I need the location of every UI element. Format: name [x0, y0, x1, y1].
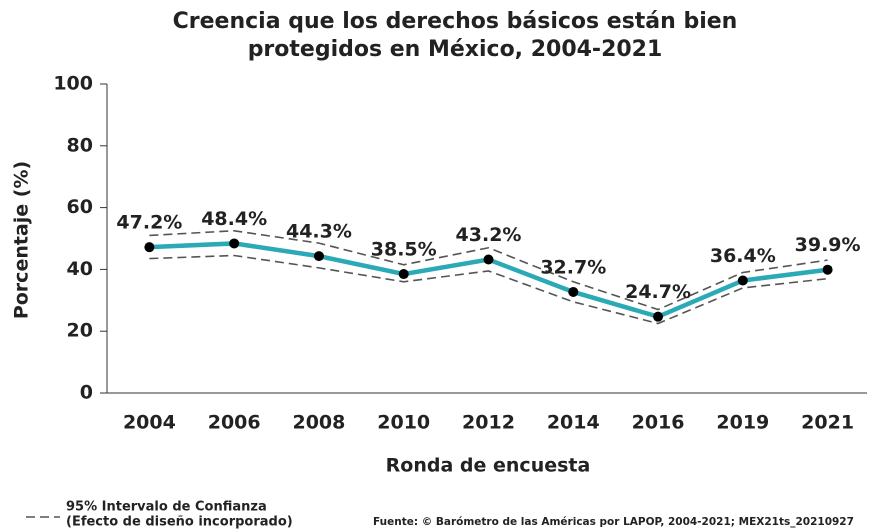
x-tick-label: 2012: [462, 412, 515, 434]
chart-title: protegidos en México, 2004-2021: [248, 37, 663, 62]
x-tick-label: 2019: [716, 412, 769, 434]
data-label: 43.2%: [456, 224, 522, 246]
ci-line: [149, 229, 828, 311]
legend-label: 95% Intervalo de Confianza: [66, 500, 267, 515]
x-tick-label: 2021: [801, 412, 854, 434]
data-label: 48.4%: [201, 208, 267, 230]
x-tick-label: 2016: [632, 412, 685, 434]
y-tick-label: 40: [67, 258, 93, 280]
y-axis-label: Porcentaje (%): [11, 161, 33, 319]
data-label: 32.7%: [540, 256, 606, 278]
y-tick-label: 80: [67, 134, 93, 156]
data-label: 38.5%: [371, 239, 437, 261]
x-tick-label: 2008: [292, 412, 345, 434]
x-tick-label: 2004: [123, 412, 176, 434]
marker: [568, 286, 579, 297]
marker: [822, 264, 833, 275]
chart-title: Creencia que los derechos básicos están …: [173, 9, 738, 34]
data-label: 44.3%: [286, 221, 352, 243]
y-tick-label: 0: [80, 382, 93, 404]
data-label: 24.7%: [625, 281, 691, 303]
marker: [653, 311, 664, 322]
marker: [737, 275, 748, 286]
data-label: 36.4%: [710, 245, 776, 267]
ci-line: [149, 254, 828, 325]
y-tick-label: 100: [53, 73, 93, 95]
y-tick-label: 20: [67, 320, 93, 342]
source-note: Fuente: © Barómetro de las Américas por …: [373, 516, 854, 528]
x-axis-label: Ronda de encuesta: [386, 455, 591, 477]
x-tick-label: 2014: [547, 412, 600, 434]
x-tick-label: 2006: [208, 412, 261, 434]
marker: [144, 242, 155, 253]
data-label: 39.9%: [795, 234, 861, 256]
marker: [313, 251, 324, 262]
marker: [398, 269, 409, 280]
x-tick-label: 2010: [377, 412, 430, 434]
marker: [483, 254, 494, 265]
y-tick-label: 60: [67, 196, 93, 218]
data-label: 47.2%: [116, 212, 182, 234]
legend-label: (Efecto de diseño incorporado): [66, 515, 293, 530]
marker: [229, 238, 240, 249]
